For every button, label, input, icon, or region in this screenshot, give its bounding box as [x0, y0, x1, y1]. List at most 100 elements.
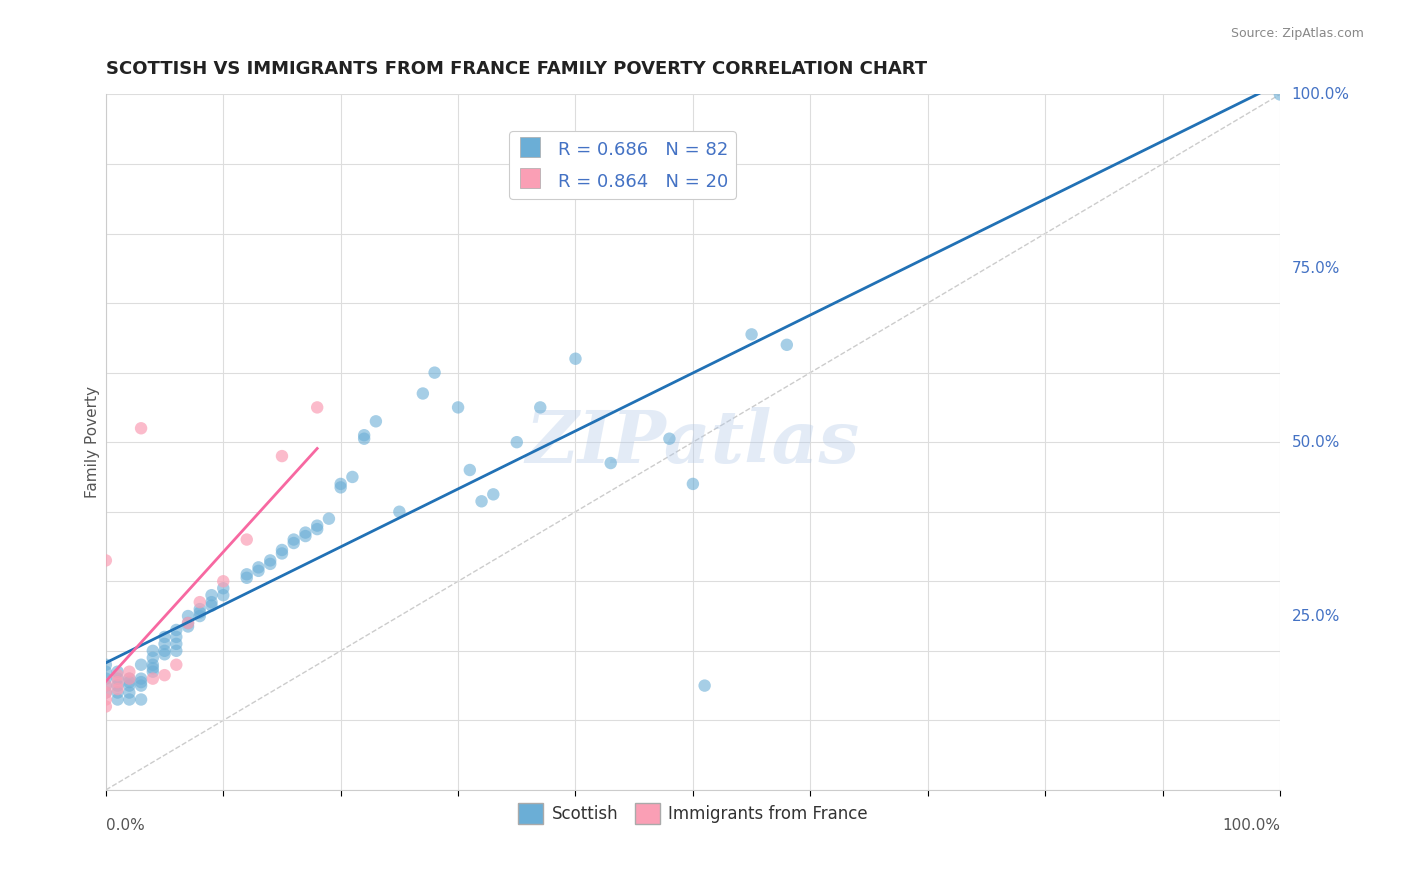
- Point: [283, 533, 305, 547]
- Text: 100.0%: 100.0%: [1292, 87, 1350, 102]
- Point: [107, 672, 129, 686]
- Point: [107, 665, 129, 679]
- Text: SCOTTISH VS IMMIGRANTS FROM FRANCE FAMILY POVERTY CORRELATION CHART: SCOTTISH VS IMMIGRANTS FROM FRANCE FAMIL…: [105, 60, 927, 78]
- Point: [271, 449, 294, 463]
- Point: [142, 661, 165, 675]
- Point: [564, 351, 586, 366]
- Point: [177, 615, 200, 630]
- Point: [353, 432, 375, 446]
- Point: [307, 522, 329, 536]
- Text: 75.0%: 75.0%: [1292, 260, 1340, 276]
- Point: [118, 675, 141, 690]
- Point: [329, 480, 352, 494]
- Point: [107, 675, 129, 690]
- Point: [165, 630, 187, 644]
- Point: [188, 602, 211, 616]
- Point: [188, 609, 211, 624]
- Point: [741, 327, 763, 342]
- Point: [142, 672, 165, 686]
- Point: [506, 435, 529, 450]
- Point: [153, 648, 176, 662]
- Point: [153, 630, 176, 644]
- Point: [142, 657, 165, 672]
- Point: [188, 595, 211, 609]
- Point: [129, 675, 152, 690]
- Point: [94, 685, 117, 699]
- Point: [212, 581, 235, 595]
- Point: [129, 672, 152, 686]
- Point: [129, 692, 152, 706]
- Point: [129, 421, 152, 435]
- Point: [247, 560, 270, 574]
- Point: [107, 668, 129, 682]
- Point: [364, 414, 387, 428]
- Point: [423, 366, 446, 380]
- Point: [200, 599, 222, 613]
- Point: [1268, 87, 1291, 102]
- Point: [271, 546, 294, 560]
- Point: [599, 456, 621, 470]
- Point: [107, 692, 129, 706]
- Point: [165, 644, 187, 658]
- Y-axis label: Family Poverty: Family Poverty: [86, 386, 100, 498]
- Point: [353, 428, 375, 442]
- Point: [94, 699, 117, 714]
- Point: [259, 553, 281, 567]
- Point: [118, 692, 141, 706]
- Point: [165, 657, 187, 672]
- Point: [200, 588, 222, 602]
- Point: [142, 665, 165, 679]
- Point: [307, 518, 329, 533]
- Point: [118, 672, 141, 686]
- Point: [458, 463, 481, 477]
- Point: [482, 487, 505, 501]
- Point: [142, 650, 165, 665]
- Point: [235, 571, 257, 585]
- Point: [94, 657, 117, 672]
- Text: 100.0%: 100.0%: [1222, 818, 1279, 833]
- Point: [412, 386, 434, 401]
- Point: [329, 476, 352, 491]
- Point: [259, 557, 281, 571]
- Point: [129, 679, 152, 693]
- Point: [235, 533, 257, 547]
- Point: [188, 606, 211, 620]
- Point: [94, 679, 117, 693]
- Point: [153, 644, 176, 658]
- Point: [283, 536, 305, 550]
- Text: Source: ZipAtlas.com: Source: ZipAtlas.com: [1230, 27, 1364, 40]
- Point: [177, 615, 200, 630]
- Point: [307, 401, 329, 415]
- Point: [177, 609, 200, 624]
- Point: [118, 665, 141, 679]
- Point: [94, 679, 117, 693]
- Point: [776, 338, 799, 352]
- Legend: Scottish, Immigrants from France: Scottish, Immigrants from France: [512, 797, 875, 830]
- Text: 25.0%: 25.0%: [1292, 608, 1340, 624]
- Point: [294, 525, 316, 540]
- Point: [129, 657, 152, 672]
- Point: [212, 574, 235, 589]
- Point: [200, 595, 222, 609]
- Point: [165, 637, 187, 651]
- Point: [153, 637, 176, 651]
- Point: [118, 685, 141, 699]
- Text: 50.0%: 50.0%: [1292, 434, 1340, 450]
- Point: [142, 644, 165, 658]
- Point: [682, 476, 704, 491]
- Point: [107, 679, 129, 693]
- Point: [107, 682, 129, 697]
- Text: ZIPatlas: ZIPatlas: [526, 407, 860, 478]
- Point: [94, 685, 117, 699]
- Point: [153, 668, 176, 682]
- Point: [94, 553, 117, 567]
- Point: [94, 672, 117, 686]
- Point: [318, 511, 340, 525]
- Point: [235, 567, 257, 582]
- Text: 0.0%: 0.0%: [105, 818, 145, 833]
- Point: [294, 529, 316, 543]
- Point: [94, 665, 117, 679]
- Point: [165, 623, 187, 637]
- Point: [342, 470, 364, 484]
- Point: [447, 401, 470, 415]
